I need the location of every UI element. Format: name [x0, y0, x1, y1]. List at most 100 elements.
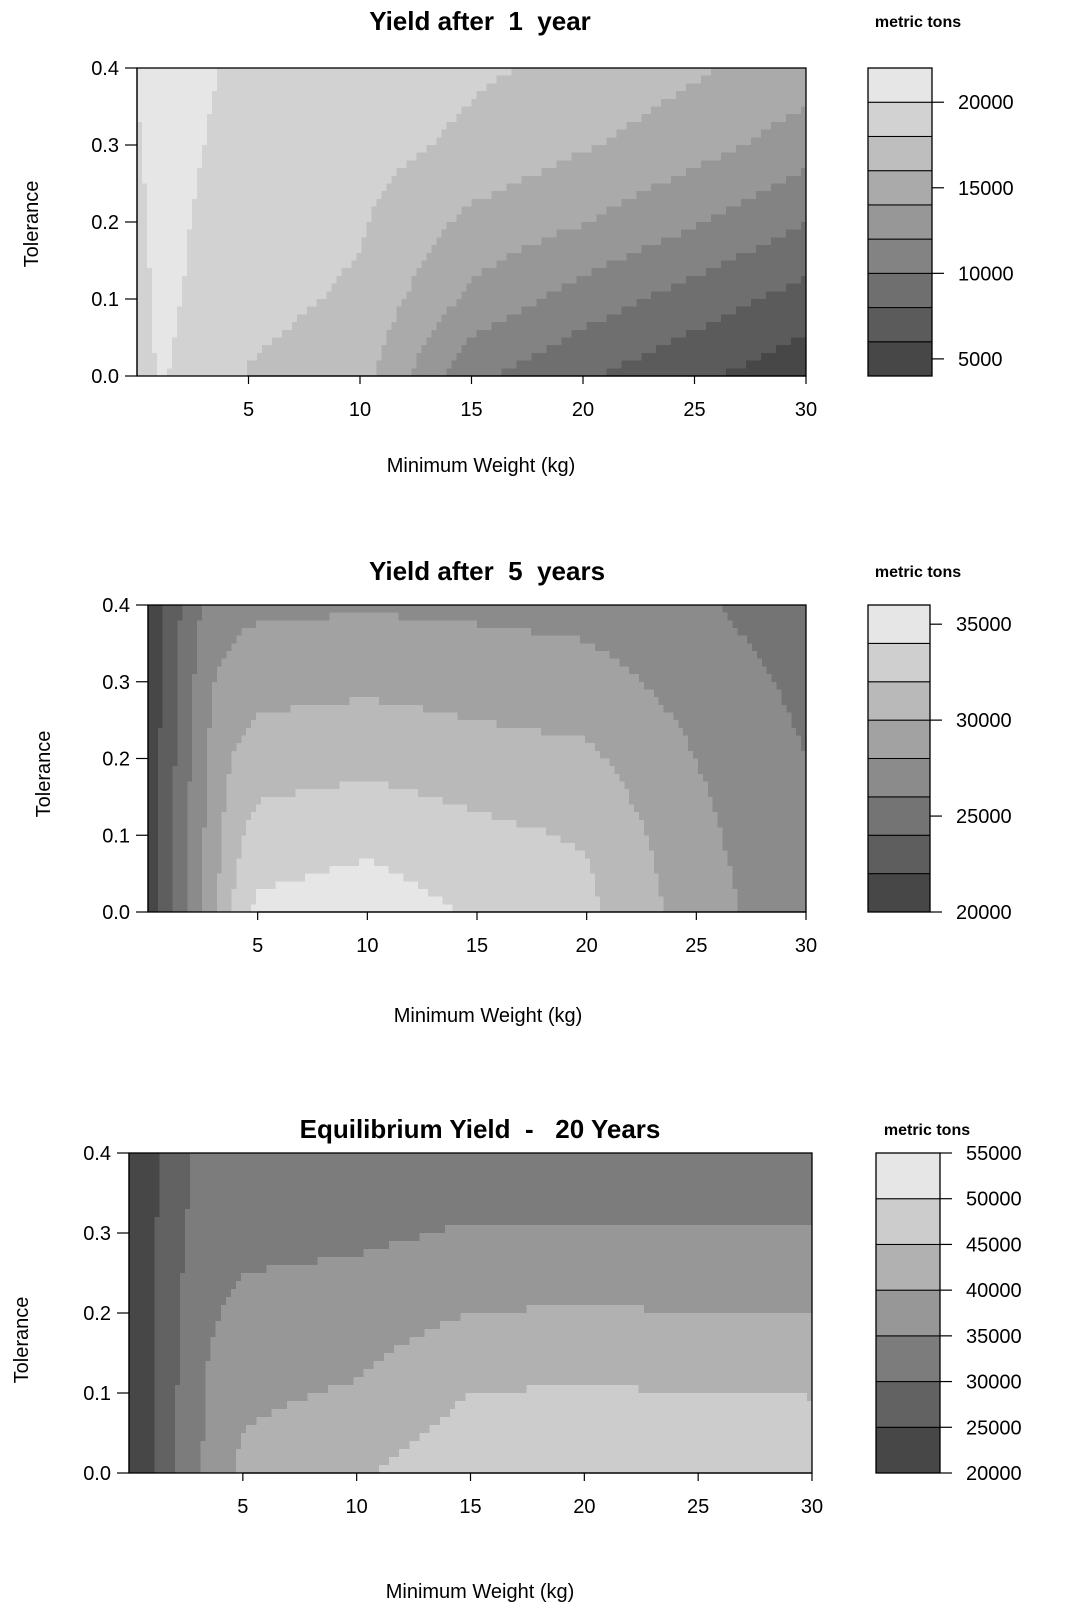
contour-cell — [521, 306, 528, 315]
contour-cell — [271, 345, 278, 354]
contour-cell — [791, 283, 797, 292]
contour-cell — [761, 222, 767, 231]
contour-cell — [406, 152, 413, 161]
contour-cell — [676, 214, 682, 223]
contour-cell — [221, 322, 228, 331]
contour-cell — [586, 68, 592, 77]
contour-cell — [516, 322, 523, 331]
contour-cell — [336, 175, 343, 185]
contour-cell — [386, 314, 393, 323]
contour-cell — [401, 283, 408, 292]
contour-cell — [786, 306, 792, 315]
contour-cell — [776, 145, 782, 154]
contour-cell — [791, 83, 797, 92]
contour-cell — [326, 283, 333, 292]
contour-cell — [511, 168, 518, 177]
contour-cell — [506, 314, 513, 323]
contour-cell — [181, 260, 188, 269]
contour-cell — [546, 237, 552, 246]
contour-cell — [761, 306, 767, 315]
contour-cell — [446, 198, 453, 208]
contour-cell — [536, 175, 542, 185]
contour-cell — [256, 222, 263, 231]
contour-cell — [756, 283, 762, 292]
contour-cell — [236, 214, 243, 223]
contour-cell — [416, 129, 423, 138]
contour-cell — [426, 75, 433, 84]
contour-cell — [141, 260, 148, 269]
contour-cell — [656, 245, 662, 254]
contour-cell — [306, 114, 313, 123]
contour-cell — [721, 121, 727, 131]
contour-cell — [351, 75, 358, 84]
contour-cell — [781, 329, 787, 339]
contour-cell — [226, 214, 233, 223]
contour-cell — [266, 191, 273, 200]
contour-cell — [426, 129, 433, 138]
contour-cell — [256, 268, 263, 277]
contour-cell — [311, 191, 318, 200]
contour-cell — [516, 229, 523, 238]
contour-cell — [596, 206, 602, 215]
contour-cell — [296, 106, 303, 115]
contour-cell — [226, 168, 233, 177]
contour-cell — [356, 175, 363, 185]
contour-cell — [186, 145, 193, 154]
contour-cell — [276, 106, 283, 115]
contour-cell — [206, 98, 213, 108]
contour-cell — [556, 152, 562, 161]
contour-cell — [141, 245, 148, 254]
contour-cell — [416, 137, 423, 146]
contour-cell — [446, 252, 453, 262]
contour-cell — [356, 168, 363, 177]
contour-cell — [326, 329, 333, 339]
contour-cell — [441, 268, 448, 277]
contour-cell — [506, 183, 513, 192]
contour-cell — [146, 121, 153, 131]
contour-cell — [466, 183, 473, 192]
contour-cell — [386, 121, 393, 131]
contour-cell — [616, 268, 622, 277]
contour-cell — [326, 206, 333, 215]
contour-cell — [451, 283, 458, 292]
contour-cell — [731, 191, 737, 200]
contour-cell — [186, 229, 193, 238]
contour-cell — [766, 183, 772, 192]
contour-cell — [196, 314, 203, 323]
contour-cell — [191, 214, 198, 223]
contour-cell — [736, 222, 742, 231]
contour-cell — [151, 275, 158, 285]
contour-cell — [761, 91, 767, 100]
contour-cell — [181, 345, 188, 354]
contour-cell — [511, 222, 518, 231]
contour-cell — [341, 229, 348, 238]
contour-cell — [331, 206, 338, 215]
contour-cell — [341, 83, 348, 92]
contour-cell — [801, 268, 807, 277]
contour-cell — [786, 222, 792, 231]
contour-cell — [776, 314, 782, 323]
contour-cell — [206, 291, 213, 300]
contour-cell — [791, 337, 797, 346]
contour-cell — [596, 237, 602, 246]
contour-cell — [291, 322, 298, 331]
contour-cell — [681, 337, 687, 346]
contour-cell — [656, 91, 662, 100]
contour-cell — [396, 237, 403, 246]
contour-cell — [731, 345, 737, 354]
contour-cell — [716, 214, 722, 223]
contour-cell — [451, 137, 458, 146]
contour-cell — [651, 106, 657, 115]
contour-cell — [331, 214, 338, 223]
contour-cell — [691, 345, 697, 354]
contour-cell — [641, 106, 647, 115]
contour-cell — [371, 129, 378, 138]
contour-cell — [766, 237, 772, 246]
contour-cell — [576, 114, 582, 123]
contour-cell — [321, 83, 328, 92]
contour-cell — [381, 114, 388, 123]
contour-cell — [511, 260, 518, 269]
contour-cell — [616, 175, 622, 185]
contour-cell — [571, 283, 577, 292]
contour-cell — [536, 283, 542, 292]
